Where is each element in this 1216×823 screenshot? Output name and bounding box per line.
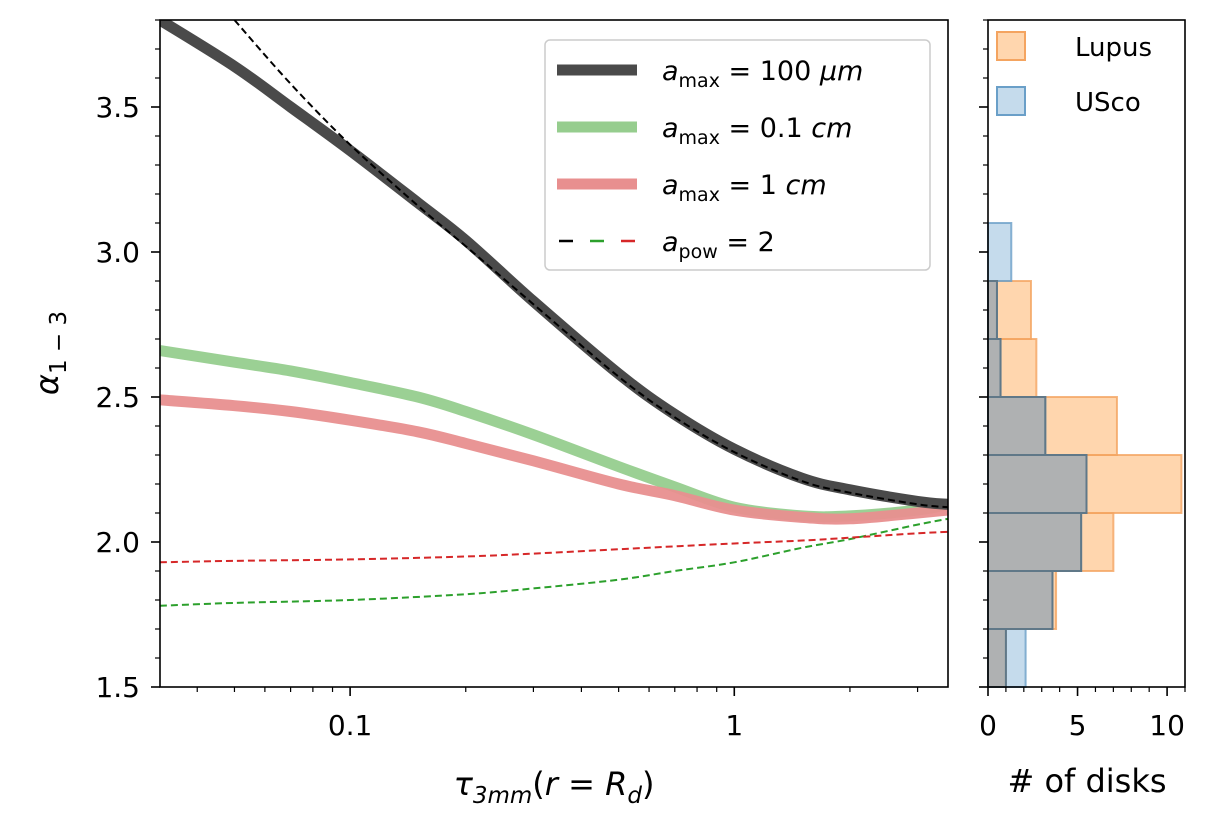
histogram-overlap-bar <box>987 454 1088 514</box>
legend-frame <box>544 39 931 271</box>
histogram-bars-group <box>987 222 1183 688</box>
hist-legend-swatch-usco <box>996 86 1026 116</box>
series-line-dash_100um <box>233 20 948 509</box>
hist-legend-label-lupus: Lupus <box>1075 33 1152 63</box>
histogram-ticks-group: 0 5 10 <box>979 19 1186 742</box>
histogram-overlap-bar <box>987 338 1002 398</box>
series-line-amax_100um <box>160 20 948 510</box>
hist-x-tick-label: 5 <box>1069 709 1087 742</box>
histogram-overlap-bar <box>987 396 1047 456</box>
legend-label-amax_01cm: amax = 0.1 cm <box>662 113 852 149</box>
legend-label-amax_1cm: amax = 1 cm <box>662 170 827 206</box>
y-tick-label: 1.5 <box>95 671 140 704</box>
main-plot: 1.52.02.53.03.50.1 1 τ3mm(r = Rd) α1 − 3 … <box>28 19 949 809</box>
y-tick-label: 3.5 <box>95 91 140 124</box>
hist-x-tick-label: 0 <box>979 709 997 742</box>
legend-label-apow_2: apow = 2 <box>662 227 775 263</box>
main-plot-frame <box>159 19 949 688</box>
histogram-legend: Lupus USco <box>996 31 1152 118</box>
histogram-x-axis-label: # of disks <box>1007 762 1166 800</box>
legend-label-amax_100um: amax = 100 μm <box>662 56 863 92</box>
y-tick-label: 2.0 <box>95 526 140 559</box>
main-series-group <box>160 20 948 607</box>
main-x-axis-label: τ3mm(r = Rd) <box>454 765 655 809</box>
histogram-overlap-bar <box>987 280 998 340</box>
series-line-amax_1cm <box>160 394 948 525</box>
histogram-bar-usco <box>987 222 1013 282</box>
y-tick-label: 3.0 <box>95 236 140 269</box>
hist-legend-swatch-lupus <box>996 31 1026 61</box>
histogram-overlap-bar <box>987 512 1083 572</box>
series-line-dash_1cm <box>160 530 948 564</box>
series-line-amax_01cm <box>160 345 948 523</box>
x-tick-label: 1 <box>725 709 743 742</box>
hist-x-tick-label: 10 <box>1149 709 1185 742</box>
main-legend: amax = 100 μm amax = 0.1 cm amax = 1 cm apo… <box>544 39 931 271</box>
histogram-overlap-bar <box>987 570 1054 630</box>
histogram-overlap-bar <box>987 628 1007 688</box>
hist-legend-label-usco: USco <box>1075 88 1141 118</box>
series-line-dash_01cm <box>160 517 948 607</box>
main-ticks-group: 1.5 2.0 2.5 3.0 3.5 0.1 1 <box>95 19 919 742</box>
histogram-plot: 0 5 10 # of disks Lupus USco <box>979 19 1186 800</box>
x-tick-label: 0.1 <box>328 709 373 742</box>
main-y-axis-label: α1 − 3 <box>28 311 72 395</box>
y-tick-label: 2.5 <box>95 381 140 414</box>
histogram-frame <box>987 19 1186 688</box>
